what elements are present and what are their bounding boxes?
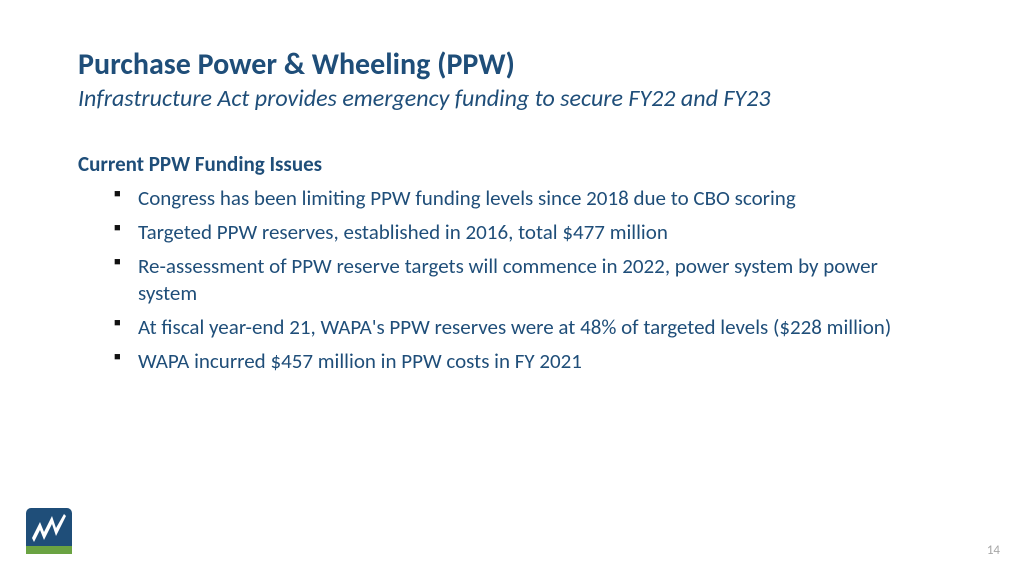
bullet-item: Re-assessment of PPW reserve targets wil… (114, 253, 926, 307)
bullet-item: Congress has been limiting PPW funding l… (114, 185, 926, 212)
bullet-item: Targeted PPW reserves, established in 20… (114, 219, 926, 246)
bullet-item: At fiscal year-end 21, WAPA's PPW reserv… (114, 314, 926, 341)
slide-container: Purchase Power & Wheeling (PPW) Infrastr… (0, 0, 1024, 576)
section-heading: Current PPW Funding Issues (78, 151, 946, 177)
bullet-item: WAPA incurred $457 million in PPW costs … (114, 348, 926, 375)
page-number: 14 (987, 543, 1000, 558)
wapa-logo-icon (26, 508, 72, 554)
slide-subtitle: Infrastructure Act provides emergency fu… (78, 85, 946, 114)
slide-title: Purchase Power & Wheeling (PPW) (78, 48, 946, 83)
bullet-list: Congress has been limiting PPW funding l… (114, 185, 946, 374)
